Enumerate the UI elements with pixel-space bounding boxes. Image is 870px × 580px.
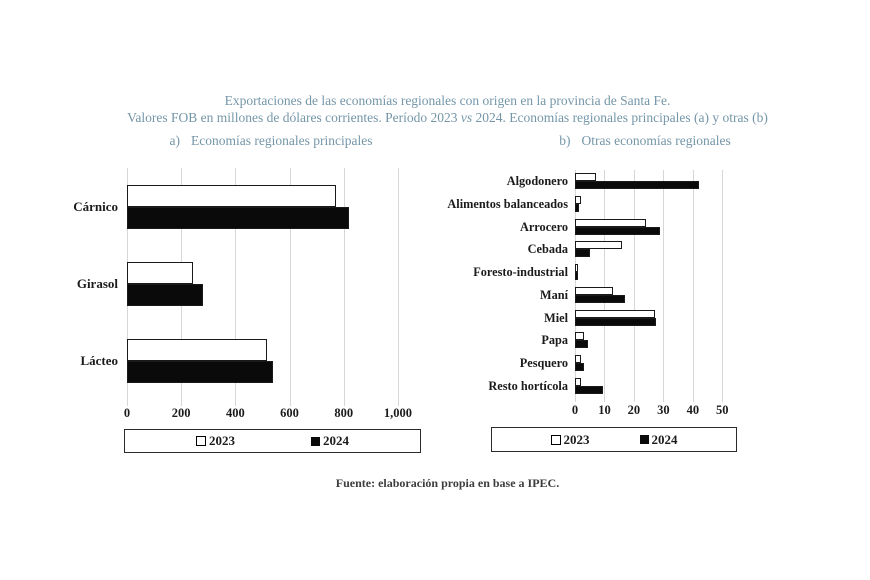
legend-swatch-2024: [311, 436, 320, 446]
x-tick-label: 30: [657, 403, 670, 417]
x-tick-label: 600: [280, 406, 299, 420]
category-label: Papa: [541, 333, 568, 348]
x-tick-label: 0: [123, 406, 131, 420]
bar-2023: [575, 218, 646, 227]
figure-title: Exportaciones de las economías regionale…: [0, 92, 870, 126]
bar-2024: [575, 181, 699, 190]
bar-2023: [575, 241, 623, 250]
x-tick-label: 20: [627, 403, 641, 417]
category-label: Alimentos balanceados: [447, 197, 568, 212]
bar-2023: [575, 377, 581, 386]
gridline: [633, 170, 635, 402]
section-b-prefix: b): [559, 133, 571, 148]
category-label: Cárnico: [73, 198, 118, 214]
gridline: [289, 168, 291, 406]
title-line-1: Exportaciones de las economías regionale…: [224, 93, 671, 108]
bar-2023: [575, 264, 578, 273]
gridline: [397, 168, 399, 406]
bar-2024: [575, 317, 656, 326]
x-tick-label: 800: [334, 406, 354, 420]
section-b-title: Otras economías regionales: [581, 133, 731, 148]
bar-2024: [127, 206, 350, 229]
category-label: Algodonero: [506, 174, 568, 189]
legend-swatch-2023: [196, 436, 206, 446]
legend-item-2023: 2023: [550, 431, 590, 448]
legend-swatch-2023: [550, 434, 561, 445]
x-tick-label: 40: [686, 403, 700, 417]
x-tick-label: 1,000: [383, 406, 412, 420]
bar-2024: [575, 385, 603, 394]
legend-a: 2023 2024: [124, 429, 421, 453]
bar-2024: [575, 226, 661, 235]
bar-2024: [575, 294, 626, 303]
title-line2-pre: Valores FOB en millones de dólares corri…: [127, 110, 461, 125]
bar-2023: [575, 354, 581, 363]
bar-2024: [575, 272, 578, 281]
category-label: Miel: [544, 310, 568, 325]
legend-label-2023: 2023: [209, 433, 235, 448]
category-label: Cebada: [527, 242, 568, 257]
bar-2023: [575, 196, 581, 205]
category-label: Foresto-industrial: [473, 265, 568, 280]
gridline: [343, 168, 345, 406]
section-label-a: a) Economías regionales principales: [106, 133, 436, 149]
bar-2023: [575, 286, 614, 295]
source-note: Fuente: elaboración propia en base a IPE…: [335, 476, 560, 490]
gridline: [235, 168, 237, 406]
bar-2023: [575, 173, 596, 182]
legend-label-2023: 2023: [563, 431, 590, 447]
title-line2-vs: vs: [460, 110, 473, 125]
bar-2024: [127, 284, 203, 306]
legend-item-2024: 2024: [639, 431, 678, 448]
legend-b: 2023 2024: [491, 427, 737, 452]
x-tick-label: 10: [598, 403, 611, 417]
x-tick-label: 400: [225, 406, 245, 420]
bar-2024: [575, 340, 589, 349]
legend-item-2023: 2023: [196, 433, 235, 449]
legend-swatch-2024: [639, 435, 649, 444]
section-a-prefix: a): [169, 133, 181, 148]
category-label: Girasol: [76, 276, 118, 291]
bar-2023: [127, 184, 336, 207]
bar-2023: [127, 262, 194, 284]
bar-2023: [575, 309, 655, 318]
gridline: [722, 170, 724, 402]
legend-label-2024: 2024: [651, 431, 678, 447]
section-label-b: b) Otras economías regionales: [500, 133, 790, 149]
gridline: [692, 170, 694, 402]
bar-2024: [575, 362, 584, 371]
x-tick-label: 50: [716, 403, 729, 417]
category-label: Maní: [539, 287, 568, 302]
bar-2024: [575, 249, 590, 258]
legend-item-2024: 2024: [311, 433, 349, 449]
legend-label-2024: 2024: [323, 433, 349, 448]
category-label: Arrocero: [519, 219, 568, 234]
section-a-title: Economías regionales principales: [191, 133, 373, 148]
category-label: Resto hortícola: [488, 378, 568, 393]
category-label: Lácteo: [80, 353, 118, 369]
bar-2024: [575, 204, 580, 213]
category-label: Pesquero: [519, 355, 568, 370]
title-line2-post: 2024. Economías regionales principales (…: [472, 110, 768, 125]
bar-2023: [127, 339, 267, 362]
gridline: [604, 170, 606, 402]
gridline: [575, 170, 576, 402]
bar-2024: [127, 361, 274, 384]
bar-2023: [575, 332, 584, 341]
gridline: [663, 170, 665, 402]
title-line-2: Valores FOB en millones de dólares corri…: [25, 109, 870, 126]
x-tick-label: 200: [171, 406, 191, 420]
x-tick-label: 0: [571, 403, 579, 417]
